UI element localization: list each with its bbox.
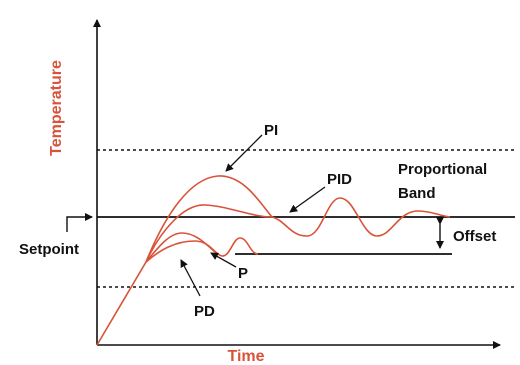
pd-pointer [180,259,201,297]
pi-label: PI [264,122,278,139]
offset-label: Offset [453,228,496,245]
pd-label: PD [194,303,215,320]
setpoint-label: Setpoint [19,241,79,258]
curve-pi [96,175,273,346]
setpoint-pointer [66,213,93,232]
p-label: P [238,265,248,282]
proportional-band-label-line1: Proportional [398,161,487,178]
p-pointer [210,252,237,268]
curve-pid [145,197,451,263]
pid-pointer [289,186,326,213]
y-axis-label: Temperature [48,60,65,156]
x-axis-label: Time [227,348,264,365]
curves [96,175,451,346]
proportional-band-label-line2: Band [398,185,436,202]
curve-p [145,237,259,263]
pid-label: PID [327,171,352,188]
pi-pointer [225,134,263,172]
